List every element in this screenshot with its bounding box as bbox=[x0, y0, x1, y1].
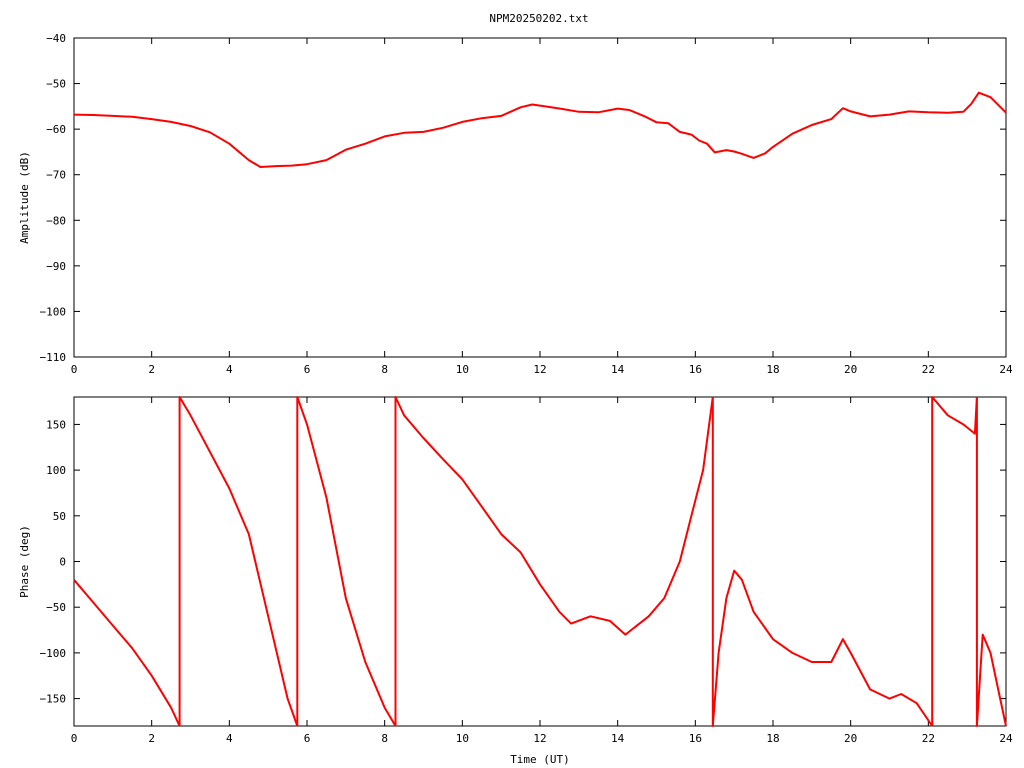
y-tick-label: 150 bbox=[46, 418, 66, 431]
x-tick-label: 24 bbox=[999, 732, 1013, 745]
y-tick-label: −60 bbox=[46, 123, 66, 136]
x-tick-label: 16 bbox=[689, 732, 702, 745]
y-tick-label: −80 bbox=[46, 214, 66, 227]
y-axis-label: Phase (deg) bbox=[18, 525, 31, 598]
series-line bbox=[73, 91, 1007, 168]
y-tick-label: 50 bbox=[53, 510, 66, 523]
y-tick-label: −50 bbox=[46, 601, 66, 614]
y-tick-label: −70 bbox=[46, 169, 66, 182]
y-tick-label: −110 bbox=[40, 351, 67, 364]
x-tick-label: 10 bbox=[456, 363, 469, 376]
plot-frame bbox=[73, 37, 1007, 358]
y-tick-label: −50 bbox=[46, 78, 66, 91]
x-tick-label: 0 bbox=[71, 732, 78, 745]
x-tick-label: 18 bbox=[766, 732, 779, 745]
series-line bbox=[178, 396, 299, 727]
y-tick-label: −40 bbox=[46, 32, 66, 45]
x-tick-label: 12 bbox=[533, 732, 546, 745]
x-tick-label: 16 bbox=[689, 363, 702, 376]
x-tick-label: 14 bbox=[611, 732, 625, 745]
y-tick-label: 0 bbox=[59, 556, 66, 569]
series-line bbox=[931, 396, 978, 726]
x-tick-label: 24 bbox=[999, 363, 1013, 376]
series-line bbox=[711, 397, 934, 727]
x-tick-label: 4 bbox=[226, 732, 233, 745]
x-tick-label: 6 bbox=[304, 732, 311, 745]
y-axis-label: Amplitude (dB) bbox=[18, 151, 31, 244]
plot-frame bbox=[73, 396, 1007, 727]
x-tick-label: 10 bbox=[456, 732, 469, 745]
x-tick-label: 0 bbox=[71, 363, 78, 376]
y-tick-label: −150 bbox=[40, 693, 67, 706]
series-line bbox=[296, 396, 397, 727]
y-tick-label: −100 bbox=[40, 305, 67, 318]
x-tick-label: 14 bbox=[611, 363, 625, 376]
y-tick-label: −100 bbox=[40, 647, 67, 660]
amplitude-panel: 0 2 4 6 8 10 12 14 16 18 20 22 24−110−100−90−80−70−6… bbox=[18, 32, 1013, 376]
phase-panel: 0 2 4 6 8 10 12 14 16 18 20 22 24−150−100−5005010015… bbox=[18, 396, 1013, 766]
x-tick-label: 20 bbox=[844, 732, 857, 745]
x-tick-label: 2 bbox=[148, 732, 155, 745]
x-tick-label: 22 bbox=[922, 363, 935, 376]
x-tick-label: 4 bbox=[226, 363, 233, 376]
x-tick-label: 8 bbox=[381, 732, 388, 745]
x-tick-label: 8 bbox=[381, 363, 388, 376]
series-line bbox=[394, 396, 714, 726]
x-tick-label: 20 bbox=[844, 363, 857, 376]
x-tick-label: 2 bbox=[148, 363, 155, 376]
series-line bbox=[73, 579, 181, 727]
x-tick-label: 12 bbox=[533, 363, 546, 376]
x-tick-label: 18 bbox=[766, 363, 779, 376]
x-tick-label: 6 bbox=[304, 363, 311, 376]
x-tick-label: 22 bbox=[922, 732, 935, 745]
chart-title: NPM20250202.txt bbox=[489, 12, 588, 25]
y-tick-label: 100 bbox=[46, 464, 66, 477]
series-line bbox=[975, 397, 1007, 727]
y-tick-label: −90 bbox=[46, 260, 66, 273]
x-axis-label: Time (UT) bbox=[510, 753, 570, 766]
